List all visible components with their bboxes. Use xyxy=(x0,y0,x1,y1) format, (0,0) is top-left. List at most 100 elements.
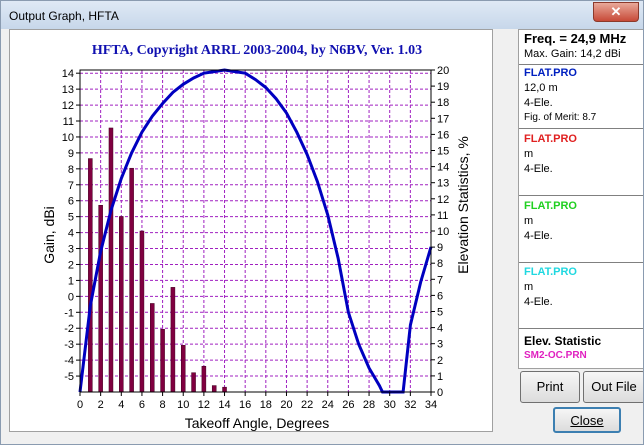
close-button-label: Close xyxy=(570,413,604,428)
y2-tick-label: 0 xyxy=(437,387,443,399)
print-button[interactable]: Print xyxy=(520,371,580,403)
window-title: Output Graph, HFTA xyxy=(9,9,119,23)
y-tick-label: -3 xyxy=(64,339,74,351)
antenna-4-type: 4-Ele. xyxy=(524,296,553,308)
x-tick-label: 0 xyxy=(77,399,83,411)
elevation-statistic-title: Elev. Statistic xyxy=(524,334,602,348)
x-tick-label: 28 xyxy=(363,399,375,411)
y2-tick-label: 2 xyxy=(437,355,443,367)
y2-tick-label: 14 xyxy=(437,162,449,174)
y-tick-label: 12 xyxy=(62,100,74,112)
y-tick-label: -5 xyxy=(64,371,74,383)
antenna-2-type: 4-Ele. xyxy=(524,163,553,175)
y-tick-label: 6 xyxy=(68,196,74,208)
x-tick-label: 8 xyxy=(160,399,166,411)
y2-tick-label: 19 xyxy=(437,81,449,93)
close-icon: ✕ xyxy=(610,4,622,19)
y2-tick-label: 8 xyxy=(437,258,443,270)
x-tick-label: 22 xyxy=(301,399,313,411)
elevation-bar xyxy=(129,167,134,393)
y-tick-label: 13 xyxy=(62,84,74,96)
y2-tick-label: 4 xyxy=(437,323,443,335)
elevation-bar xyxy=(170,287,176,393)
x-tick-label: 32 xyxy=(404,399,416,411)
x-tick-label: 30 xyxy=(384,399,396,411)
y-tick-label: -2 xyxy=(64,323,74,335)
elevation-bar xyxy=(191,372,196,393)
elevation-bar xyxy=(150,303,155,393)
y2-tick-label: 3 xyxy=(437,339,443,351)
elevation-bar xyxy=(201,365,207,393)
x-axis-label: Takeoff Angle, Degrees xyxy=(185,415,330,431)
separator xyxy=(519,262,643,263)
antenna-3-type: 4-Ele. xyxy=(524,230,553,242)
y-tick-label: -1 xyxy=(64,307,74,319)
title-bar[interactable]: Output Graph, HFTA ✕ xyxy=(1,1,643,29)
y2-tick-label: 16 xyxy=(437,129,449,141)
window-close-button[interactable]: ✕ xyxy=(593,2,639,22)
y2-tick-label: 10 xyxy=(437,226,449,238)
y-tick-label: 5 xyxy=(68,212,74,224)
y2-tick-label: 18 xyxy=(437,97,449,109)
y-axis-label-right: Elevation Statistics, % xyxy=(455,136,471,274)
y-tick-label: 14 xyxy=(62,68,74,80)
max-gain-readout: Max. Gain: 14,2 dBi xyxy=(524,48,621,60)
separator xyxy=(519,195,643,196)
frequency-readout: Freq. = 24,9 MHz xyxy=(524,31,627,46)
x-tick-label: 26 xyxy=(342,399,354,411)
y2-tick-label: 13 xyxy=(437,178,449,190)
antenna-2-name: FLAT.PRO xyxy=(524,133,577,145)
x-tick-label: 20 xyxy=(280,399,292,411)
elevation-statistic-file: SM2-OC.PRN xyxy=(524,350,587,361)
x-tick-label: 12 xyxy=(198,399,210,411)
out-file-button[interactable]: Out File xyxy=(583,371,643,403)
antenna-1-fom: Fig. of Merit: 8.7 xyxy=(524,112,597,123)
antenna-1-height: 12,0 m xyxy=(524,82,558,94)
x-tick-label: 16 xyxy=(239,399,251,411)
y2-tick-label: 15 xyxy=(437,146,449,158)
y-tick-label: 11 xyxy=(63,116,74,128)
y-tick-label: 0 xyxy=(68,291,74,303)
y-tick-label: 9 xyxy=(68,148,74,160)
close-button[interactable]: Close xyxy=(553,407,621,433)
antenna-1-type: 4-Ele. xyxy=(524,97,553,109)
x-tick-label: 10 xyxy=(177,399,189,411)
elevation-bar xyxy=(139,230,145,393)
elevation-bar xyxy=(222,386,227,393)
x-tick-label: 14 xyxy=(218,399,230,411)
elevation-bar xyxy=(98,204,103,393)
x-tick-label: 4 xyxy=(118,399,124,411)
y2-tick-label: 17 xyxy=(437,113,449,125)
antenna-1-name: FLAT.PRO xyxy=(524,67,577,79)
elevation-bar xyxy=(88,158,93,393)
elevation-bar xyxy=(119,216,124,393)
antenna-4-name: FLAT.PRO xyxy=(524,266,577,278)
x-tick-label: 2 xyxy=(98,399,104,411)
plot-area: HFTA, Copyright ARRL 2003-2004, by N6BV,… xyxy=(9,29,493,432)
y-tick-label: 7 xyxy=(68,180,74,192)
y-tick-label: 1 xyxy=(68,275,74,287)
y-tick-label: 2 xyxy=(68,259,74,271)
antenna-3-height: m xyxy=(524,215,534,227)
x-tick-labels: 0 2 4 6 8 10 12 14 16 18 20 22 24 26 28 30 32 34 xyxy=(77,392,437,411)
antenna-3-name: FLAT.PRO xyxy=(524,200,577,212)
elevation-chart: HFTA, Copyright ARRL 2003-2004, by N6BV,… xyxy=(41,43,471,431)
elevation-bars xyxy=(88,127,227,393)
x-tick-label: 18 xyxy=(260,399,272,411)
antenna-4-height: m xyxy=(524,281,534,293)
x-tick-label: 24 xyxy=(322,399,334,411)
y-tick-label: 3 xyxy=(68,244,74,256)
y-tick-label: 10 xyxy=(62,132,74,144)
y2-tick-label: 6 xyxy=(437,290,443,302)
y2-tick-label: 7 xyxy=(437,274,443,286)
separator xyxy=(519,128,643,129)
elevation-bar xyxy=(160,328,165,393)
y2-tick-label: 11 xyxy=(437,210,448,222)
y-tick-label: -4 xyxy=(64,355,74,367)
y-tick-label: 4 xyxy=(68,228,74,240)
y2-tick-label: 9 xyxy=(437,242,443,254)
info-panel: Freq. = 24,9 MHz Max. Gain: 14,2 dBi FLA… xyxy=(518,29,643,369)
